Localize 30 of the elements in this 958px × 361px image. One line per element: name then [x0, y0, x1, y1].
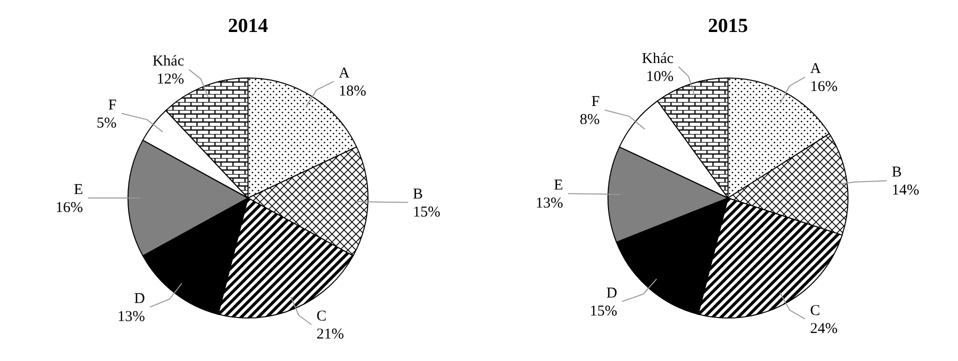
slice-label: C	[316, 308, 327, 325]
slice-label: F	[591, 94, 600, 110]
data-label: 16%	[810, 79, 838, 96]
slice-label: E	[74, 182, 83, 198]
slice-label: D	[134, 291, 146, 308]
data-label: 10%	[646, 68, 674, 85]
chart-title: 2015	[708, 15, 748, 37]
data-label: 13%	[117, 309, 145, 326]
data-label: 13%	[536, 196, 564, 212]
slice-label: B	[892, 164, 902, 181]
data-label: 18%	[338, 83, 366, 100]
data-label: 5%	[96, 115, 117, 132]
slice-label: C	[810, 302, 820, 319]
slice-label: Khác	[642, 50, 674, 67]
data-label: 14%	[892, 182, 920, 199]
slice-label: A	[338, 65, 350, 82]
slice-label: B	[412, 186, 423, 202]
slice-label: E	[554, 178, 564, 194]
chart-title: 2014	[228, 15, 268, 37]
data-label: 15%	[412, 204, 440, 220]
slice-label: F	[108, 97, 117, 114]
slice-label: Khác	[152, 54, 184, 70]
data-label: 12%	[156, 72, 184, 88]
data-label: 16%	[56, 200, 83, 216]
slice-label: A	[810, 61, 822, 78]
data-label: 15%	[590, 304, 618, 320]
data-label: 21%	[316, 326, 344, 343]
data-label: 8%	[580, 112, 600, 128]
data-label: 24%	[810, 320, 838, 337]
slice-label: D	[606, 286, 618, 302]
